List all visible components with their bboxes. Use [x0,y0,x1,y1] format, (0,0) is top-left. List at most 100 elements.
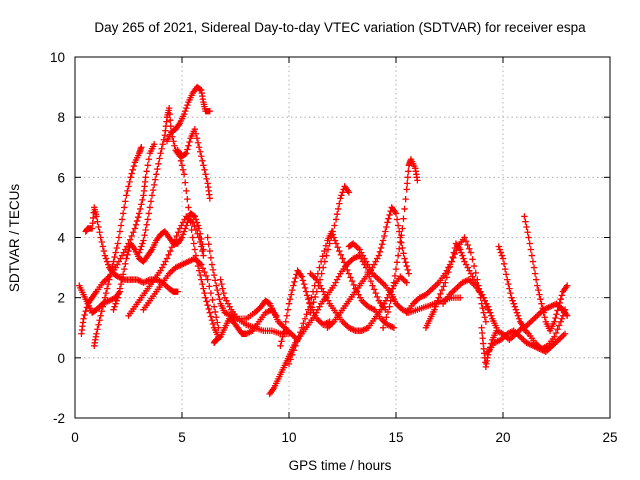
data-point [195,267,203,274]
data-point [321,247,328,255]
series-arc-15 [277,267,333,349]
data-point [100,298,108,306]
data-point [337,251,345,258]
data-point [481,314,489,321]
data-point [175,229,182,236]
data-point [322,242,330,249]
data-point [207,289,215,297]
data-point [552,329,560,337]
data-point [555,322,563,329]
data-point [381,232,388,240]
data-point [332,240,340,247]
data-point [323,252,330,259]
data-point [400,250,407,257]
data-point [405,168,412,175]
data-point [287,291,295,298]
data-point [167,116,174,124]
data-point [114,294,121,301]
data-point [457,294,464,301]
data-point [202,272,210,280]
data-point [177,157,185,164]
data-point [388,291,395,298]
data-point [199,280,206,288]
data-point [289,286,296,294]
data-point [290,347,298,354]
data-point [291,278,298,286]
data-point [537,295,544,303]
data-point [540,309,547,316]
data-point [97,234,104,241]
series-arc-19 [324,204,413,331]
data-point [461,234,468,241]
data-point [122,198,129,205]
data-point [150,181,158,189]
data-point [284,306,292,313]
data-point [499,255,507,262]
data-point [96,229,103,236]
data-point [496,246,503,253]
data-point [184,195,191,203]
data-point [500,260,508,268]
data-point [200,252,207,259]
data-point [114,240,121,247]
data-point [109,262,116,270]
data-point [551,318,558,325]
series-arc-28 [484,327,569,356]
data-point [398,232,405,239]
data-point [204,301,211,309]
data-point [183,104,190,112]
data-point [333,210,341,218]
data-point [203,298,210,305]
series-arc-04 [91,144,145,349]
data-point [142,174,149,181]
data-point [450,249,457,256]
data-point [191,246,199,253]
data-point [378,241,386,248]
data-point [279,333,286,340]
data-point [399,225,406,232]
data-point [466,245,473,252]
data-point [505,280,512,288]
data-point [437,290,444,298]
data-point [144,216,151,223]
data-point [397,238,404,246]
data-point [286,295,294,303]
series-arc-16 [285,228,398,368]
data-point [132,221,140,228]
data-point [506,285,513,292]
data-point [209,320,217,328]
data-point [194,222,202,229]
data-point [448,258,455,265]
data-point [305,295,312,303]
data-point [557,295,564,303]
data-point [384,308,392,316]
data-point [210,271,218,279]
data-point [285,300,293,307]
data-point [195,234,203,241]
data-point [213,314,220,321]
data-point [201,289,208,297]
data-point [307,309,314,316]
data-point [180,171,188,178]
data-point [194,230,201,237]
data-point [214,319,221,326]
data-point [95,321,102,328]
data-point [127,174,134,181]
data-point [484,303,492,310]
data-point [347,274,354,281]
y-tick-label: 10 [50,50,65,65]
data-point [527,246,535,253]
data-point [93,330,100,337]
data-point [136,210,143,217]
data-point [392,265,400,273]
data-point [157,150,164,157]
data-point [124,251,131,258]
data-point [110,258,117,265]
x-tick-label: 10 [281,430,296,445]
data-point [183,150,190,157]
data-point [329,228,337,235]
data-point [198,243,205,250]
data-point [528,252,536,259]
data-point [196,148,204,155]
